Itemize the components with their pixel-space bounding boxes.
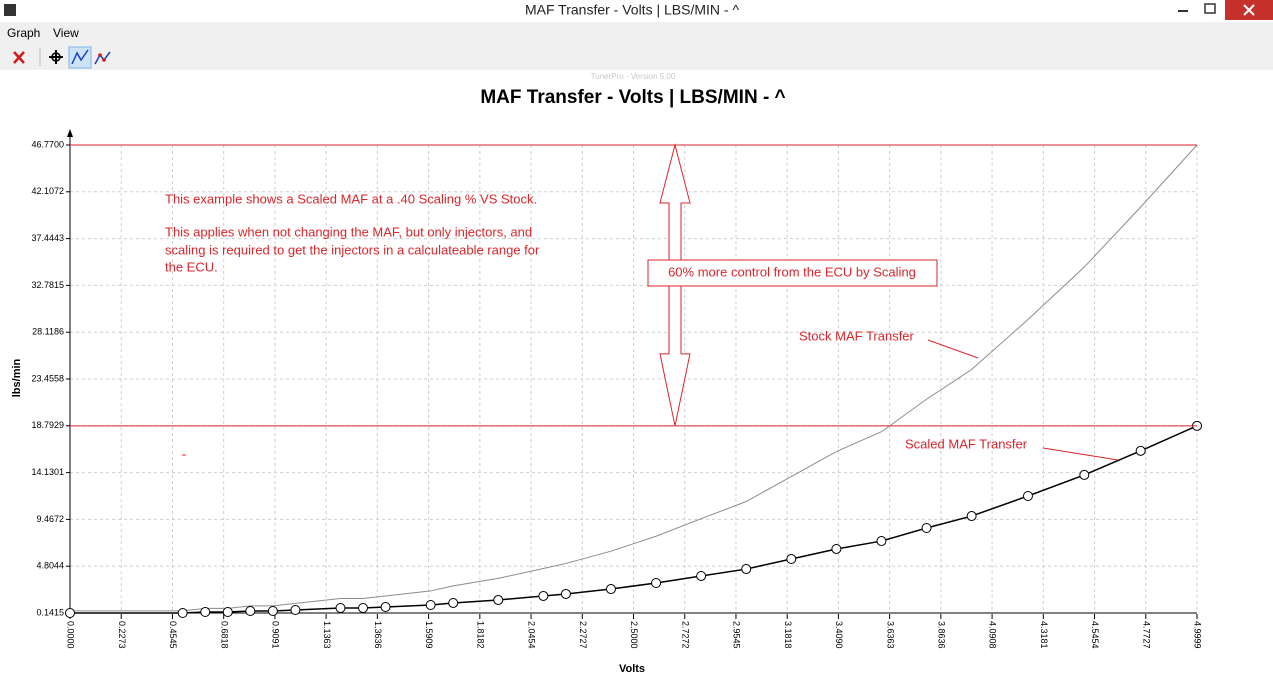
note-text: the ECU. bbox=[165, 259, 218, 274]
menu-item[interactable]: Graph bbox=[7, 26, 40, 40]
note-text: This example shows a Scaled MAF at a .40… bbox=[165, 191, 537, 206]
x-tick-label: 0.6818 bbox=[219, 621, 229, 649]
data-point bbox=[222, 607, 233, 618]
y-tick-label: 23.4558 bbox=[31, 373, 64, 383]
close-graph-button[interactable] bbox=[13, 51, 25, 64]
minimize-button[interactable] bbox=[1170, 0, 1196, 20]
graph-points-button[interactable] bbox=[94, 51, 111, 65]
x-tick-label: 4.3181 bbox=[1039, 621, 1049, 649]
data-point bbox=[493, 594, 504, 605]
menu-bar bbox=[0, 22, 1273, 44]
y-axis-label: lbs/min bbox=[11, 358, 23, 397]
x-tick-label: 4.7727 bbox=[1141, 621, 1151, 649]
x-tick-label: 1.3636 bbox=[373, 621, 383, 649]
watermark: TunerPro - Version 5.00 bbox=[591, 72, 676, 81]
chart-title: MAF Transfer - Volts | LBS/MIN - ^ bbox=[480, 87, 785, 108]
x-tick-label: 2.2727 bbox=[578, 621, 588, 649]
data-point bbox=[831, 543, 842, 554]
y-tick-label: 28.1186 bbox=[32, 327, 64, 337]
y-tick-label: 37.4443 bbox=[31, 233, 64, 243]
y-tick-label: 18.7929 bbox=[31, 420, 64, 430]
x-tick-label: 2.9545 bbox=[732, 621, 742, 649]
x-tick-label: 1.8182 bbox=[475, 621, 485, 649]
plot-area: 0.1415 4.8044 9.4672 14.1301 18.7929 23.4558 2… bbox=[31, 129, 1203, 649]
data-point bbox=[1135, 445, 1146, 456]
x-tick-label: 0.9091 bbox=[271, 621, 281, 649]
callout-box bbox=[647, 259, 938, 287]
x-tick-label: 2.0454 bbox=[527, 621, 537, 649]
series-label: Stock MAF Transfer bbox=[799, 328, 915, 343]
close-button[interactable] bbox=[1225, 0, 1273, 20]
note-text: scaling is required to get the injectors… bbox=[165, 242, 540, 257]
data-point bbox=[876, 536, 887, 547]
app-icon bbox=[4, 4, 16, 16]
data-point bbox=[335, 602, 346, 613]
x-tick-label: 1.5909 bbox=[424, 621, 434, 649]
data-point bbox=[560, 588, 571, 599]
data-point bbox=[245, 606, 256, 617]
data-point bbox=[200, 607, 211, 618]
move-button[interactable] bbox=[49, 50, 63, 64]
y-tick-label: 4.8044 bbox=[36, 561, 64, 571]
data-point bbox=[65, 608, 75, 619]
x-tick-label: 0.4545 bbox=[168, 621, 178, 649]
data-point bbox=[380, 601, 391, 612]
x-tick-label: 0.2273 bbox=[117, 621, 127, 649]
label-leader bbox=[1042, 447, 1119, 461]
y-tick-label: 46.7700 bbox=[31, 139, 64, 149]
data-point bbox=[696, 570, 707, 581]
x-tick-label: 2.7272 bbox=[680, 621, 690, 649]
data-point bbox=[786, 554, 797, 565]
data-point bbox=[741, 564, 752, 575]
graph-button[interactable] bbox=[68, 46, 92, 69]
data-point bbox=[966, 511, 977, 522]
data-point bbox=[358, 602, 369, 613]
series-line bbox=[70, 425, 1198, 614]
x-tick-label: 3.8636 bbox=[936, 621, 946, 649]
y-tick-label: 42.1072 bbox=[31, 186, 64, 196]
data-point bbox=[651, 578, 662, 589]
data-point bbox=[538, 590, 549, 601]
maximize-button[interactable] bbox=[1197, 0, 1223, 20]
data-point bbox=[425, 599, 436, 610]
data-point bbox=[267, 606, 278, 617]
y-tick-label: 14.1301 bbox=[31, 467, 64, 477]
series-label: Scaled MAF Transfer bbox=[905, 436, 1028, 451]
data-point bbox=[448, 597, 459, 608]
x-tick-label: 4.0908 bbox=[988, 621, 998, 649]
menu-item[interactable]: View bbox=[53, 26, 79, 40]
series-line bbox=[70, 144, 1198, 612]
data-point bbox=[1079, 469, 1090, 480]
y-axis-arrow bbox=[67, 129, 73, 137]
x-tick-label: 2.5000 bbox=[629, 621, 639, 649]
x-tick-label: 1.1363 bbox=[322, 621, 332, 649]
data-point bbox=[290, 605, 301, 616]
callout-text: 60% more control from the ECU by Scaling bbox=[668, 264, 916, 279]
note-text: This applies when not changing the MAF, … bbox=[165, 224, 532, 239]
x-tick-label: 3.1818 bbox=[783, 621, 793, 649]
y-tick-label: 32.7815 bbox=[31, 280, 64, 290]
toolbar bbox=[0, 44, 1273, 70]
data-point bbox=[921, 523, 932, 534]
x-tick-label: 4.5454 bbox=[1090, 621, 1100, 649]
title-bar bbox=[0, 0, 1273, 22]
x-tick-label: 3.6363 bbox=[885, 621, 895, 649]
y-tick-label: 9.4672 bbox=[36, 514, 64, 524]
x-tick-label: 4.9999 bbox=[1193, 621, 1203, 649]
data-point bbox=[605, 584, 616, 595]
x-axis-label: Volts bbox=[619, 663, 645, 675]
x-tick-label: 0.0000 bbox=[66, 621, 76, 649]
label-leader bbox=[927, 339, 979, 359]
data-point bbox=[1022, 490, 1033, 501]
data-point bbox=[177, 608, 188, 619]
window-title: MAF Transfer - Volts | LBS/MIN - ^ bbox=[525, 2, 739, 18]
x-tick-label: 3.4090 bbox=[834, 621, 844, 649]
y-tick-label: 0.1415 bbox=[36, 607, 64, 617]
